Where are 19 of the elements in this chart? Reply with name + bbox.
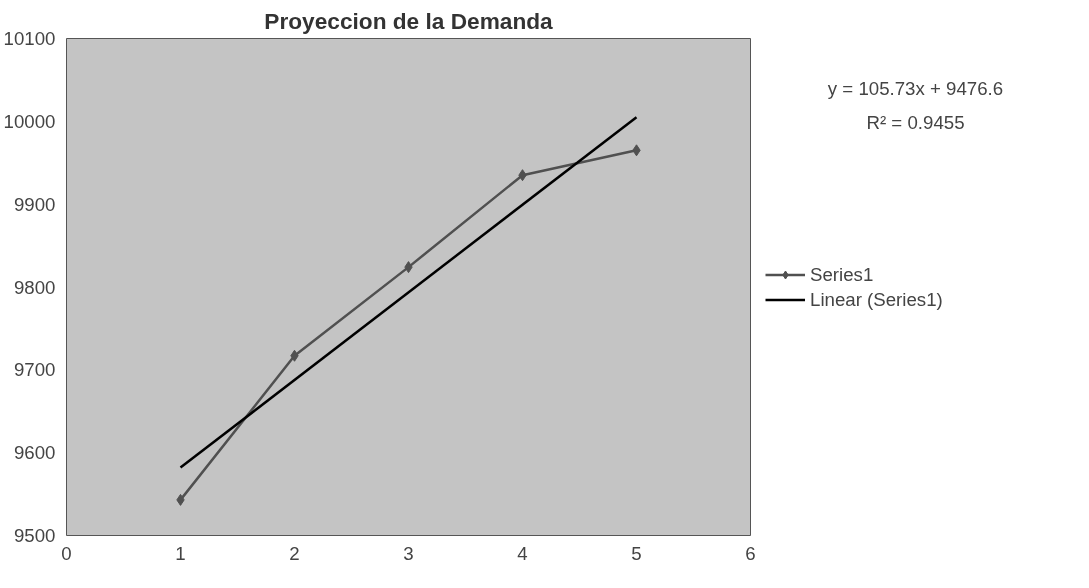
- y-tick-label: 9800: [14, 276, 56, 298]
- x-tick-label: 2: [289, 542, 300, 564]
- y-tick-label: 10000: [3, 110, 56, 132]
- legend-label: Series1: [810, 263, 874, 285]
- legend-label: Linear (Series1): [810, 288, 943, 310]
- text: y = 105.73x + 9476.6: [827, 77, 1004, 99]
- y-tick-label: 9600: [14, 442, 56, 464]
- y-tick-label: 9900: [14, 193, 56, 215]
- x-tick-label: 5: [631, 542, 642, 564]
- chart-title: Proyeccion de la Demanda: [264, 7, 554, 34]
- x-tick-label: 4: [517, 542, 528, 564]
- y-tick-label: 10100: [3, 28, 56, 49]
- y-tick-label: 9700: [14, 359, 56, 381]
- x-tick-label: 3: [403, 542, 414, 564]
- text: R² = 0.9455: [866, 112, 965, 134]
- x-tick-label: 0: [61, 542, 72, 564]
- x-tick-label: 6: [745, 542, 756, 564]
- y-tick-label: 9500: [14, 525, 56, 546]
- x-tick-label: 1: [175, 542, 186, 564]
